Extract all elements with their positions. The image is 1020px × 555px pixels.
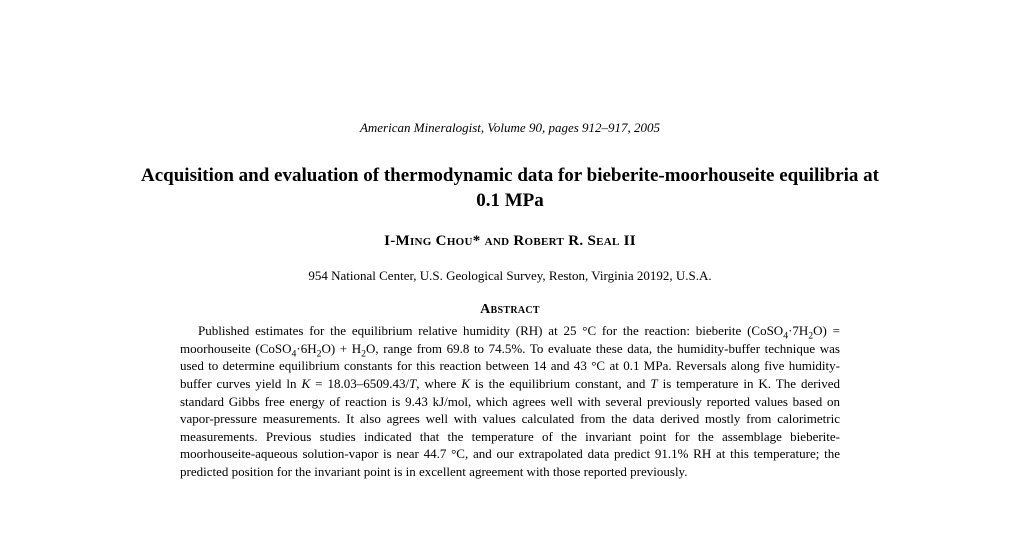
lnk-equation: ln K = 18.03–6509.43/T (286, 376, 416, 391)
journal-volume: Volume 90 (487, 120, 542, 135)
temp-range: 14 and 43 °C (533, 358, 605, 373)
abstract-body: Published estimates for the equilibrium … (130, 322, 890, 480)
authors-names: I-Ming Chou* and Robert R. Seal II (384, 233, 636, 249)
pressure: 0.1 MPa (623, 358, 668, 373)
journal-year: 2005 (634, 120, 660, 135)
rh-range: 69.8 to 74.5% (447, 341, 523, 356)
affiliation: 954 National Center, U.S. Geological Sur… (130, 268, 890, 284)
journal-citation: American Mineralogist, Volume 90, pages … (130, 120, 890, 136)
journal-pages: pages 912–917 (548, 120, 627, 135)
abstract-heading: Abstract (130, 302, 890, 318)
rh-temp: 25 °C (563, 323, 596, 338)
gibbs-energy: 9.43 kJ/mol (405, 394, 468, 409)
paper-title: Acquisition and evaluation of thermodyna… (130, 164, 890, 213)
predicted-rh: 91.1% (655, 446, 689, 461)
journal-name: American Mineralogist (360, 120, 481, 135)
paper-page: American Mineralogist, Volume 90, pages … (0, 0, 1020, 480)
invariant-temp: 44.7 °C (424, 446, 465, 461)
authors-line: I-Ming Chou* and Robert R. Seal II (130, 233, 890, 250)
